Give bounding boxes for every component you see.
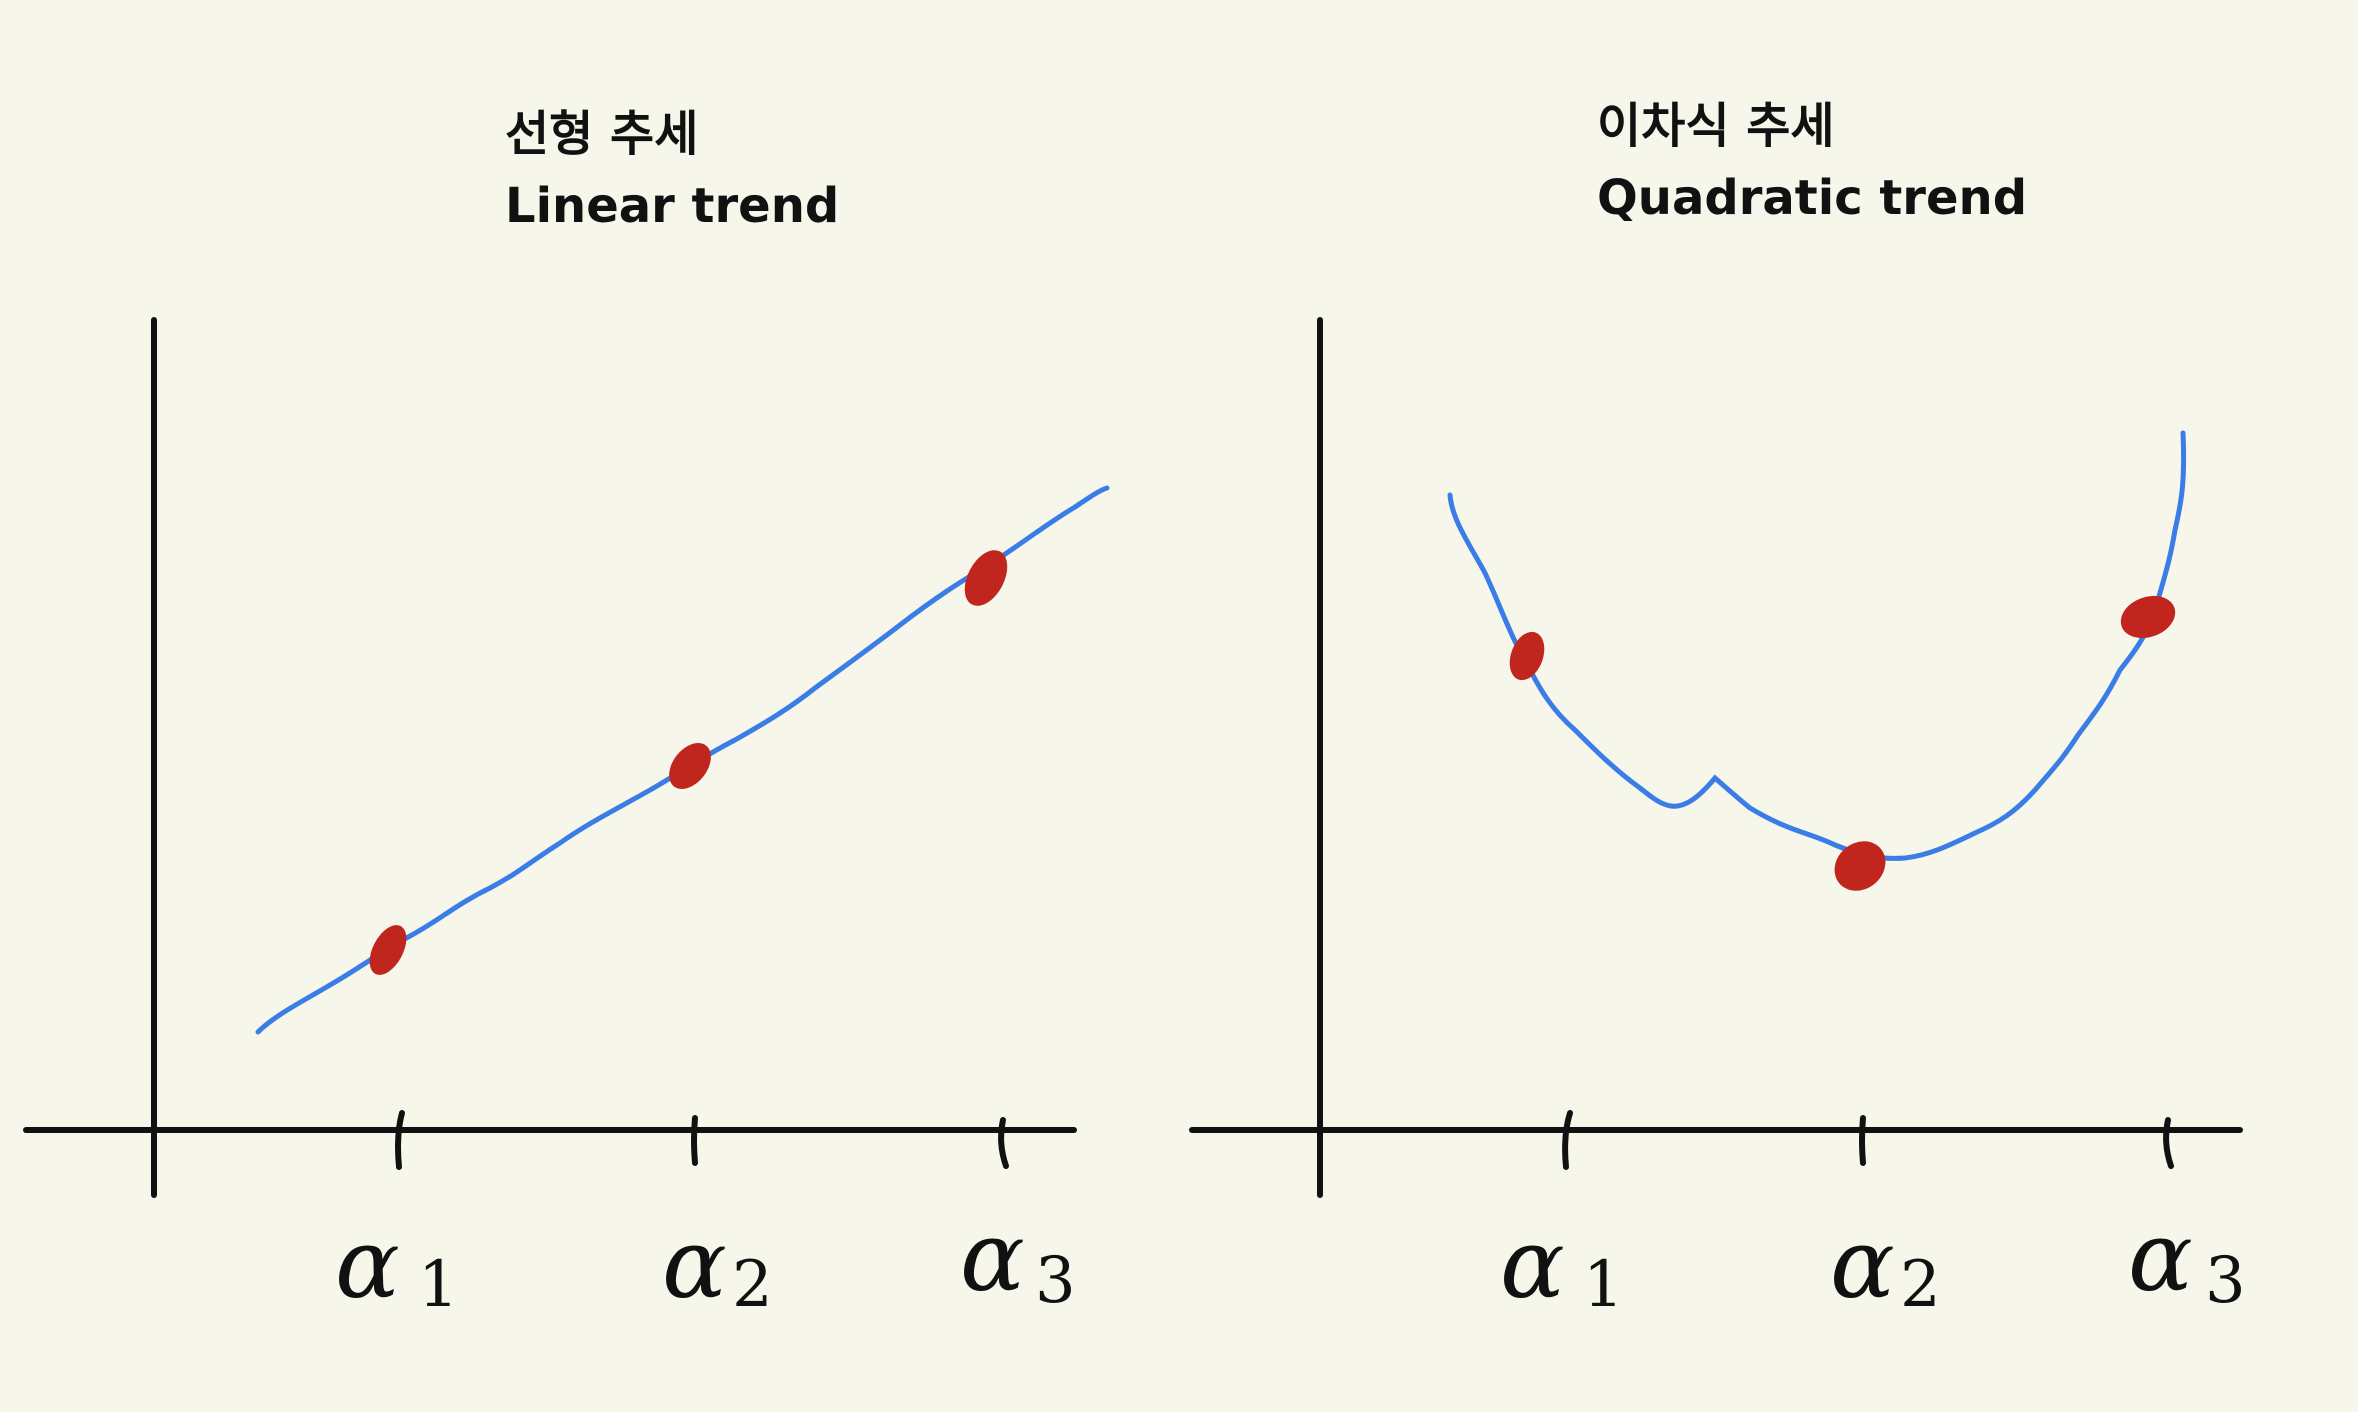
quadratic-x-label-2-symbol: α (1830, 1208, 1895, 1320)
linear-x-label-3-symbol: α (960, 1201, 1025, 1313)
linear-title-english: Linear trend (505, 178, 839, 234)
linear-x-label-1-subscript: 1 (418, 1248, 459, 1322)
quadratic-title-korean: 이차식 추세 (1597, 98, 1835, 154)
linear-trend-panel: 선형 추세 Linear trend α 1 α 2 α (23, 106, 1110, 1322)
quadratic-point-2 (1834, 841, 1886, 891)
quadratic-tick-3 (2163, 1117, 2174, 1169)
quadratic-tick-1 (1562, 1110, 1573, 1170)
linear-x-label-2: α 2 (662, 1208, 773, 1322)
linear-tick-1 (395, 1110, 405, 1170)
linear-tick-3 (998, 1117, 1009, 1169)
linear-x-label-1: α 1 (335, 1208, 459, 1322)
linear-x-label-2-subscript: 2 (732, 1248, 773, 1322)
linear-point-1 (369, 925, 407, 975)
quadratic-x-label-3-subscript: 3 (2205, 1244, 2246, 1318)
quadratic-point-1 (1509, 631, 1545, 681)
linear-point-2 (669, 742, 711, 790)
linear-point-3 (964, 550, 1008, 606)
quadratic-x-label-3-symbol: α (2128, 1201, 2193, 1313)
quadratic-x-label-2-subscript: 2 (1900, 1248, 1941, 1322)
quadratic-trend-curve (1447, 430, 2187, 861)
quadratic-point-3 (2120, 595, 2176, 639)
linear-x-label-1-symbol: α (335, 1208, 400, 1320)
linear-x-label-2-symbol: α (662, 1208, 727, 1320)
linear-title-korean: 선형 추세 (505, 106, 698, 162)
quadratic-x-label-3: α 3 (2128, 1201, 2246, 1318)
quadratic-tick-2 (1859, 1115, 1866, 1166)
quadratic-x-label-1-subscript: 1 (1583, 1248, 1624, 1322)
linear-x-label-3-subscript: 3 (1035, 1244, 1076, 1318)
quadratic-x-label-2: α 2 (1830, 1208, 1941, 1322)
quadratic-x-label-1: α 1 (1500, 1208, 1624, 1322)
linear-tick-2 (691, 1115, 698, 1166)
quadratic-title-english: Quadratic trend (1597, 170, 2027, 226)
linear-x-label-3: α 3 (960, 1201, 1076, 1318)
quadratic-x-label-1-symbol: α (1500, 1208, 1565, 1320)
quadratic-trend-panel: 이차식 추세 Quadratic trend α 1 α 2 (1189, 98, 2246, 1322)
